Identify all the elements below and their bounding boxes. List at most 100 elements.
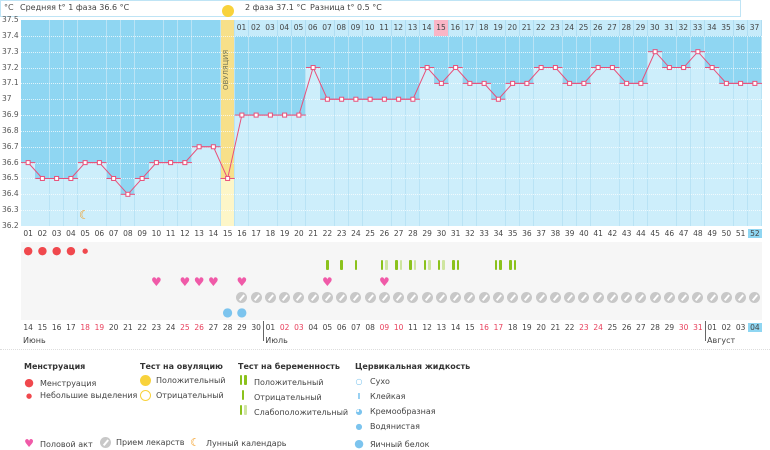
temp-point[interactable] [182,160,188,166]
day-column [434,20,449,226]
pill-icon [449,292,463,307]
temp-point[interactable] [225,175,231,181]
day-number: 08 [123,229,133,238]
temp-point[interactable] [709,65,715,71]
temp-point[interactable] [82,160,88,166]
temp-point[interactable] [467,80,473,86]
day-column [576,20,592,226]
temp-point[interactable] [96,160,102,166]
pill-icon [491,292,505,307]
day-number: 46 [664,229,675,238]
temp-point[interactable] [510,80,516,86]
phase2-day-number: 36 [733,20,749,36]
temp-point[interactable] [168,160,174,166]
temp-point[interactable] [723,80,729,86]
temp-point[interactable] [111,175,117,181]
temp-point[interactable] [339,96,345,102]
temp-point[interactable] [453,65,459,71]
temp-point[interactable] [68,175,74,181]
temp-point[interactable] [567,80,573,86]
blood-drop-icon: ● [51,244,62,257]
temp-point[interactable] [353,96,359,102]
temp-point[interactable] [25,160,31,166]
temp-point[interactable] [153,160,159,166]
temp-point[interactable] [139,175,145,181]
temp-point[interactable] [125,191,131,197]
temp-point[interactable] [239,112,245,118]
temp-point[interactable] [595,65,601,71]
temp-point[interactable] [752,80,758,86]
temp-point[interactable] [324,96,330,102]
temp-fill [234,115,249,226]
temp-point[interactable] [481,80,487,86]
temp-point[interactable] [681,65,687,71]
temp-point[interactable] [296,112,302,118]
day-number: 38 [550,229,561,238]
pill-icon [278,292,292,307]
temp-point[interactable] [581,80,587,86]
drop-outline-icon: ○ [355,377,363,386]
temp-point[interactable] [396,96,402,102]
temp-point[interactable] [39,175,45,181]
temp-fill [291,115,306,226]
day-number: 37 [536,229,546,238]
temp-point[interactable] [210,144,216,150]
temp-point[interactable] [253,112,259,118]
calendar-date: 19 [522,323,532,332]
calendar-date: 07 [351,323,361,332]
temp-point[interactable] [410,96,416,102]
temp-point[interactable] [538,65,544,71]
phase2-day-number: 33 [690,20,706,36]
phase2-day-number: 02 [249,20,264,36]
calendar-date: 01 [707,323,717,332]
temp-point[interactable] [652,49,658,55]
temp-point[interactable] [624,80,630,86]
temp-point[interactable] [438,80,444,86]
day-column [135,20,150,226]
temp-fill [733,83,748,226]
pregnancy-test-icon [349,260,363,276]
temp-fill [747,83,762,226]
calendar-date: 10 [393,323,404,332]
temp-point[interactable] [196,144,202,150]
day-number: 29 [422,229,432,238]
temp-point[interactable] [367,96,373,102]
pill-icon [634,292,648,307]
temp-point[interactable] [524,80,530,86]
y-tick-label: 36.2 [2,221,19,230]
day-number: 14 [208,229,219,238]
temp-point[interactable] [609,65,615,71]
legend-eggwhite: ● Яичный белок [352,437,429,450]
temp-point[interactable] [738,80,744,86]
calendar-date: 02 [721,323,732,332]
day-number: 36 [522,229,532,238]
pill-icon [734,292,748,307]
pregnancy-test-icon [434,260,448,276]
phase2-day-number: 09 [348,20,364,36]
temp-point[interactable] [282,112,288,118]
temp-point[interactable] [695,49,701,55]
temp-point[interactable] [495,96,501,102]
legend-preg-pos: Положительный [236,375,323,387]
day-number: 07 [108,229,119,238]
temp-point[interactable] [381,96,387,102]
blood-drop-icon: ● [82,247,89,255]
pregnancy-test-icon [377,260,391,276]
temp-point[interactable] [267,112,273,118]
temp-diff: Разница t° 0.5 °C [310,3,382,12]
day-column [249,20,264,226]
temp-point[interactable] [638,80,644,86]
temp-point[interactable] [666,65,672,71]
temp-point[interactable] [54,175,60,181]
day-number: 02 [37,229,48,238]
temp-point[interactable] [552,65,558,71]
calendar-date: 28 [222,323,233,332]
day-number: 34 [493,229,504,238]
day-number: 49 [707,229,717,238]
calendar-date: 26 [621,323,632,332]
temp-point[interactable] [310,65,316,71]
calendar-date: 03 [294,323,304,332]
temp-point[interactable] [424,65,430,71]
grid-line [21,35,762,37]
